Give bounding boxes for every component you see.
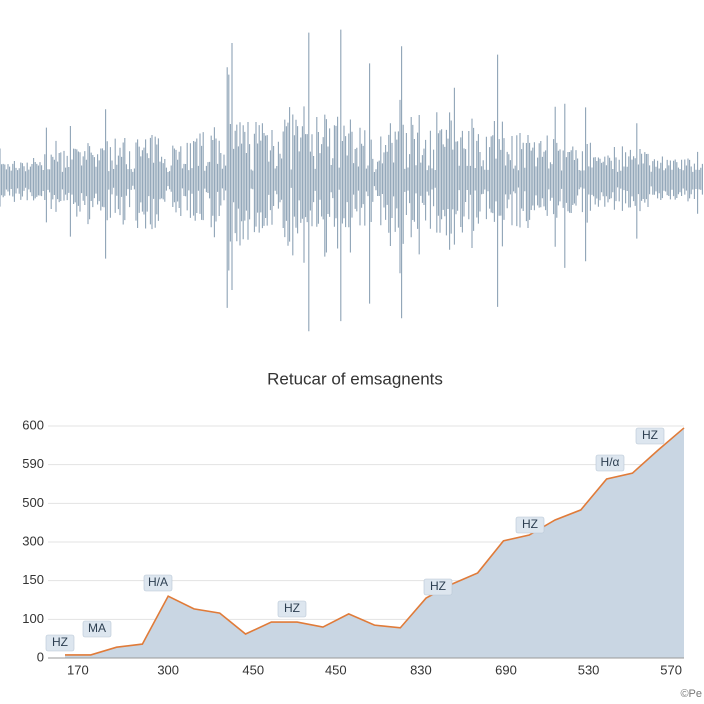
x-tick-label: 690 xyxy=(495,662,517,677)
annotation-box xyxy=(635,427,665,445)
annotation-box xyxy=(423,578,453,596)
annotation-box xyxy=(277,600,307,618)
x-tick-label: 830 xyxy=(410,662,432,677)
annotation-box xyxy=(143,574,173,592)
y-tick-label: 500 xyxy=(22,495,44,510)
wave-lines xyxy=(0,29,703,332)
area-fill xyxy=(65,427,684,658)
annotation: H/α xyxy=(601,455,620,469)
annotation-box xyxy=(595,454,625,472)
waveform xyxy=(0,29,703,332)
annotation-box xyxy=(82,620,112,638)
annotation-box xyxy=(515,516,545,534)
y-tick-label: 0 xyxy=(37,649,44,664)
y-tick-label: 590 xyxy=(22,456,44,471)
annotation: HZ xyxy=(642,428,658,442)
annotation: HZ xyxy=(430,579,446,593)
x-tick-label: 570 xyxy=(660,662,682,677)
watermark: ©Pe xyxy=(680,688,702,700)
y-tick-label: 150 xyxy=(22,572,44,587)
y-tick-label: 600 xyxy=(22,417,44,432)
annotation: MA xyxy=(88,621,106,635)
y-tick-label: 100 xyxy=(22,611,44,626)
x-tick-label: 530 xyxy=(578,662,600,677)
annotation-box xyxy=(45,634,75,652)
chart-title: Retucar of emsagnents xyxy=(267,369,443,388)
area-line xyxy=(65,427,685,656)
annotation: HZ xyxy=(522,517,538,531)
x-tick-label: 450 xyxy=(242,662,264,677)
annotation: HZ xyxy=(52,635,68,649)
annotation: H/A xyxy=(148,575,168,589)
x-tick-label: 450 xyxy=(325,662,347,677)
annotation: HZ xyxy=(284,601,300,615)
x-tick-label: 300 xyxy=(157,662,179,677)
y-tick-label: 300 xyxy=(22,533,44,548)
x-tick-label: 170 xyxy=(67,662,89,677)
